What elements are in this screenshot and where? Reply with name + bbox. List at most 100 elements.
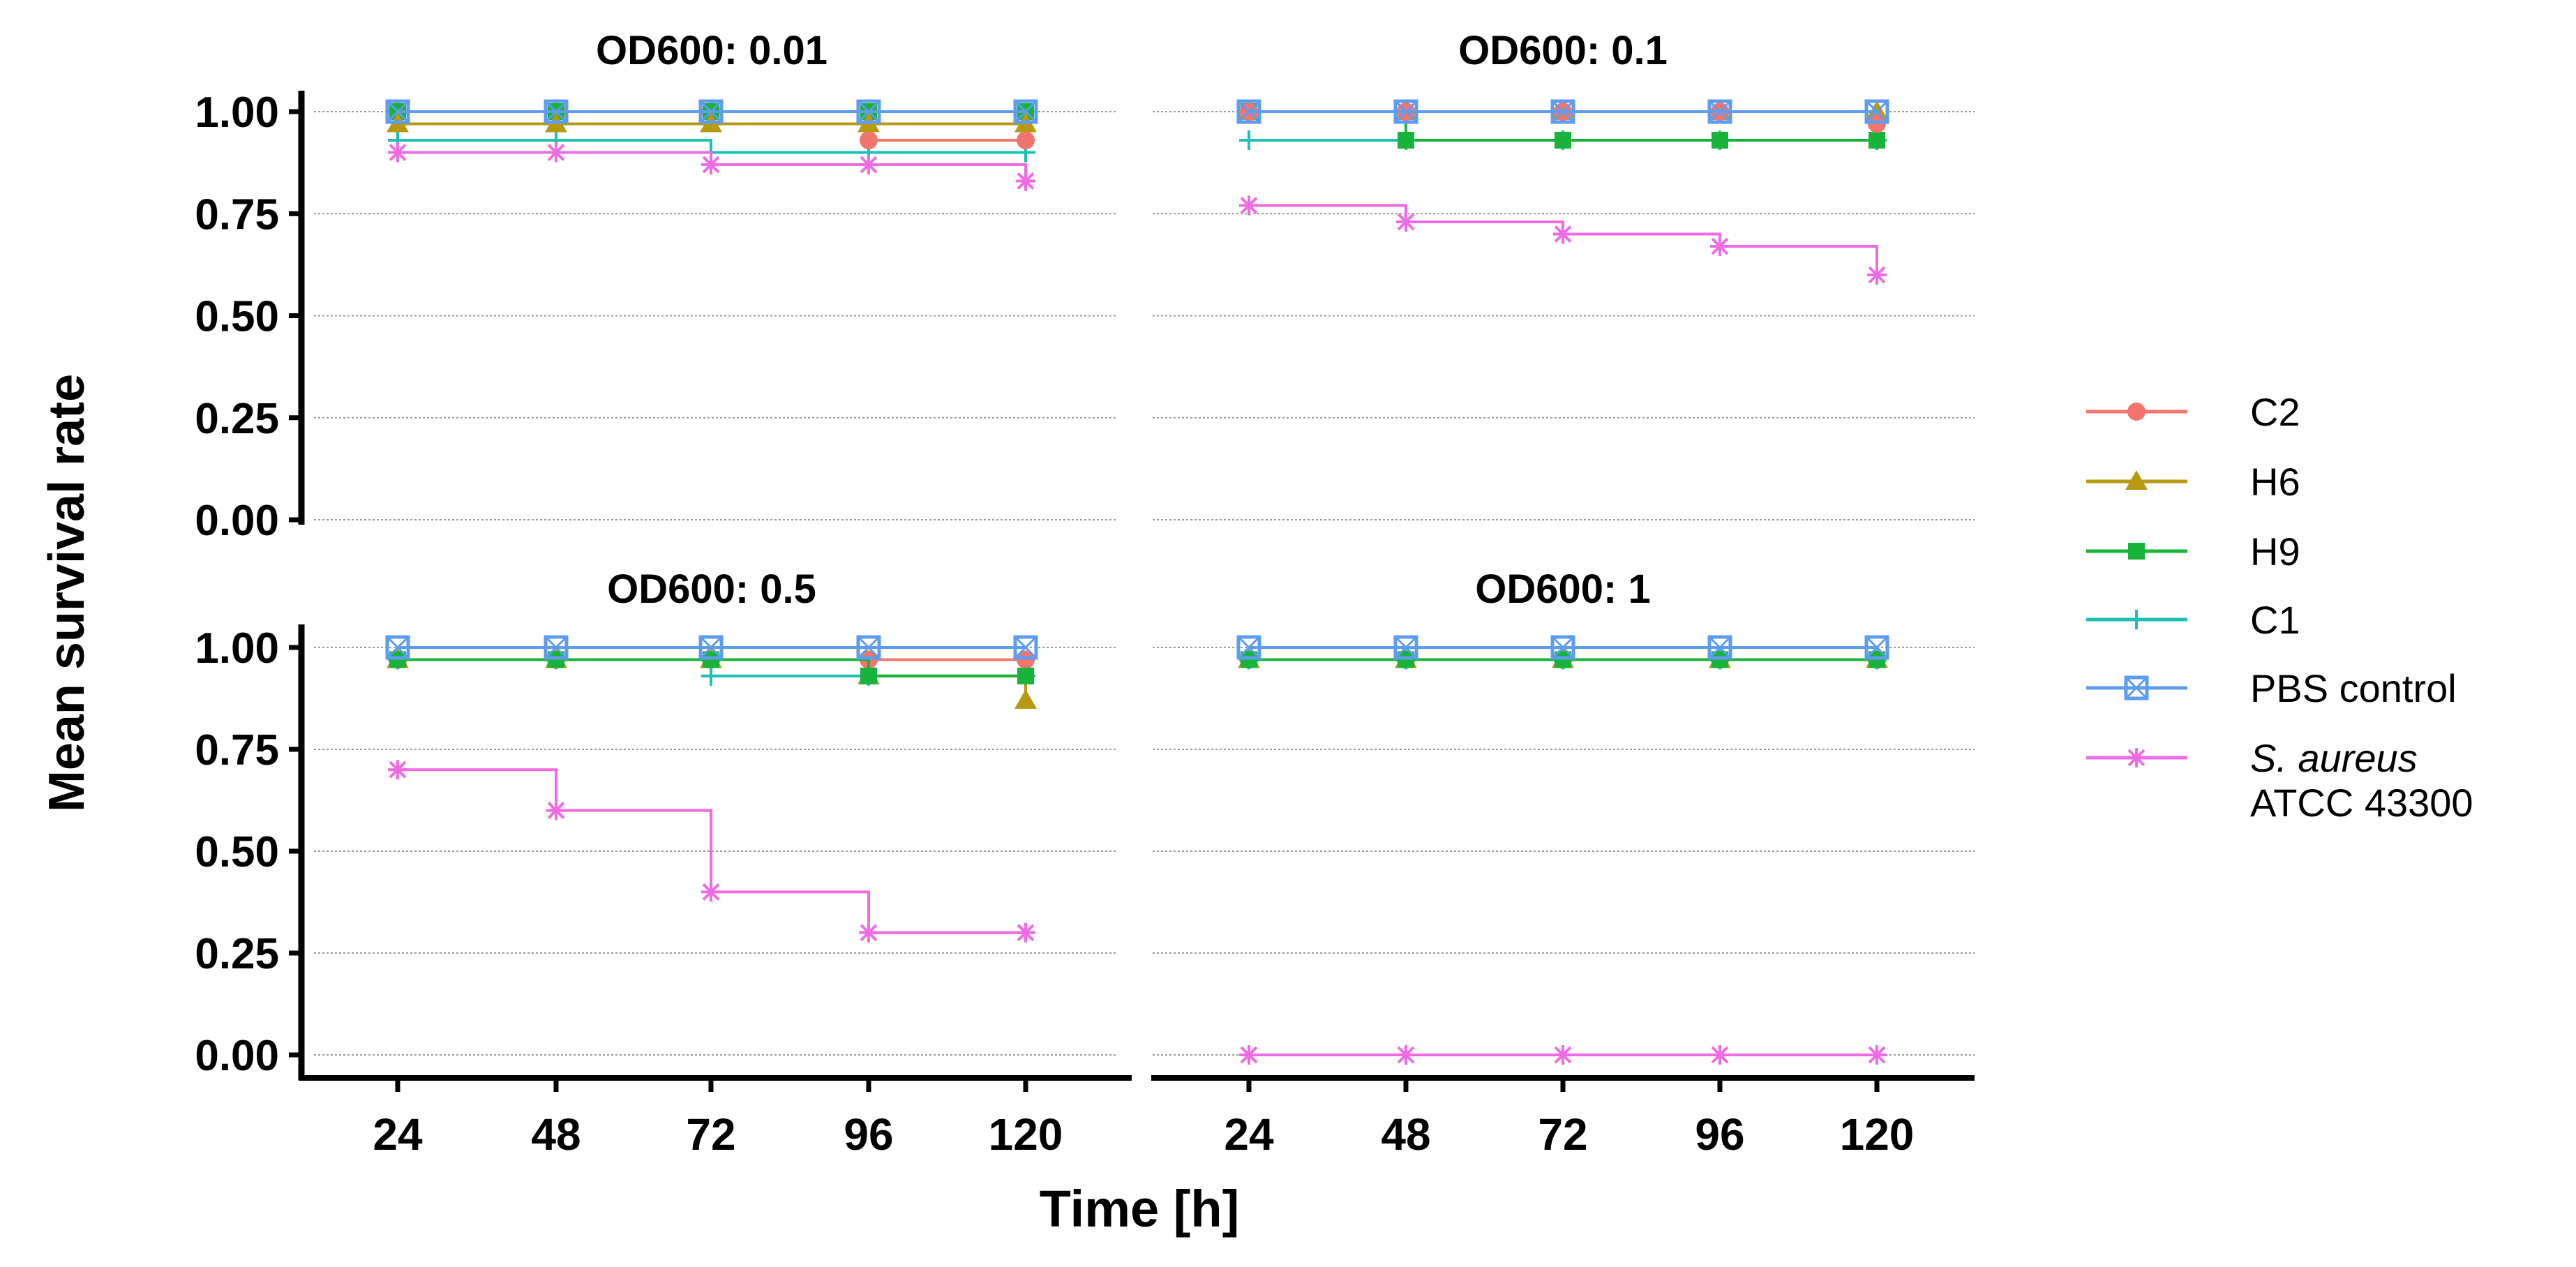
panel-od600-0-01: OD600: 0.01 0.00 0.25 0.50 0.75 1.00 (195, 28, 1116, 545)
panel-title: OD600: 0.01 (596, 28, 828, 73)
series-pbs-control (1236, 99, 1889, 124)
y-tick-label: 1.00 (195, 89, 279, 137)
data-point-pbs-control (544, 99, 569, 124)
legend-item-pbs-control: PBS control (2086, 666, 2457, 710)
data-point-pbs-control (1707, 635, 1732, 660)
data-point-pbs-control (544, 635, 569, 660)
panel-title: OD600: 0.5 (607, 567, 816, 612)
series-pbs-control (1236, 635, 1889, 660)
y-tick-label: 1.00 (195, 624, 279, 673)
x-tick-label: 48 (531, 1109, 581, 1160)
legend-item-c2: C2 (2086, 390, 2300, 434)
data-point-s-aureus (701, 155, 721, 175)
x-tick-label: 72 (686, 1109, 735, 1160)
data-point-pbs-control (385, 635, 410, 660)
data-point-s-aureus (388, 142, 407, 163)
data-point-s-aureus (1239, 195, 1259, 216)
series-s-aureus (388, 760, 1035, 943)
y-tick-label: 0.75 (195, 726, 279, 774)
series-s-aureus (1239, 195, 1887, 285)
data-point-pbs-control (1013, 635, 1038, 660)
data-point-pbs-control (1393, 99, 1418, 124)
series-line-h9 (398, 658, 1026, 677)
data-point-pbs-control (856, 99, 881, 124)
y-tick-label: 0.50 (195, 828, 279, 876)
panel-title: OD600: 0.1 (1458, 28, 1668, 73)
data-point-s-aureus (1867, 265, 1887, 285)
data-point-s-aureus (1710, 237, 1730, 257)
data-point-c2 (1017, 130, 1035, 149)
legend-label: PBS control (2250, 666, 2457, 710)
x-tick-label: 96 (1695, 1109, 1744, 1160)
panel-title: OD600: 1 (1475, 567, 1650, 612)
data-point-pbs-control (856, 635, 881, 660)
legend-label: H6 (2250, 460, 2300, 504)
y-tick-label: 0.25 (195, 395, 279, 443)
data-point-c2 (1868, 114, 1886, 133)
data-point-s-aureus (859, 155, 878, 175)
data-point-c2 (860, 130, 878, 149)
data-point-s-aureus (1553, 224, 1573, 244)
data-point-c2 (1017, 650, 1035, 669)
legend-label-line2: ATCC 43300 (2250, 781, 2473, 825)
data-point-h6 (1014, 689, 1037, 709)
x-tick-label: 120 (989, 1109, 1063, 1160)
data-point-h9 (860, 667, 877, 684)
data-point-s-aureus (1396, 1045, 1416, 1065)
data-point-pbs-control (1864, 99, 1889, 124)
legend-label: C2 (2250, 390, 2300, 434)
legend-item-c1: C1 (2086, 598, 2300, 642)
data-point-s-aureus (701, 882, 721, 902)
x-tick-label: 24 (373, 1109, 423, 1160)
panel-od600-0-1: OD600: 0.1 (1153, 28, 1975, 520)
data-point-c1 (701, 666, 721, 686)
data-point-h9 (2128, 543, 2145, 560)
data-point-h9 (1017, 667, 1034, 684)
series-pbs-control (385, 635, 1038, 660)
x-tick-label: 72 (1538, 1109, 1587, 1160)
data-point-h9 (1869, 131, 1885, 149)
data-point-pbs-control (1550, 635, 1575, 660)
data-point-s-aureus (1016, 171, 1035, 191)
data-point-s-aureus (1710, 1045, 1730, 1065)
panel-od600-0-5: OD600: 0.5 0.00 0.25 0.50 0.75 1.00 24 48 72 96 12… (195, 567, 1132, 1160)
data-point-c1 (2127, 610, 2146, 629)
data-point-pbs-control (1393, 635, 1418, 660)
x-tick-label: 48 (1381, 1109, 1430, 1160)
y-tick-label: 0.75 (195, 190, 279, 239)
data-point-pbs-control (1864, 635, 1889, 660)
data-point-s-aureus (1867, 1045, 1887, 1065)
data-point-pbs-control (2124, 675, 2149, 700)
data-point-s-aureus (1016, 922, 1035, 943)
y-tick-label: 0.25 (195, 930, 279, 978)
series-h9 (389, 651, 1034, 684)
series-h9 (1241, 651, 1885, 668)
series-s-aureus (388, 142, 1035, 191)
data-point-pbs-control (698, 635, 724, 660)
data-point-s-aureus (859, 922, 878, 943)
data-point-h9 (1712, 131, 1728, 149)
data-point-s-aureus (388, 760, 407, 780)
data-point-pbs-control (1236, 99, 1261, 124)
y-tick-label: 0.00 (195, 1032, 279, 1080)
data-point-pbs-control (1550, 99, 1575, 124)
series-s-aureus (1239, 1045, 1887, 1065)
data-point-s-aureus (1396, 211, 1416, 232)
legend-item-h9: H9 (2086, 530, 2300, 573)
legend-item-h6: H6 (2086, 460, 2300, 504)
legend-label: C1 (2250, 598, 2300, 642)
data-point-c2 (2127, 403, 2146, 421)
data-point-s-aureus (546, 800, 566, 820)
series-c2 (1240, 103, 1886, 133)
data-point-pbs-control (698, 99, 724, 124)
data-point-h9 (1555, 131, 1571, 149)
x-tick-label: 24 (1224, 1109, 1274, 1160)
data-point-s-aureus (546, 142, 566, 163)
data-point-s-aureus (2127, 748, 2146, 767)
x-axis-label: Time [h] (1040, 1180, 1239, 1238)
data-point-h6 (2125, 470, 2148, 490)
y-tick-label: 0.00 (195, 497, 279, 545)
